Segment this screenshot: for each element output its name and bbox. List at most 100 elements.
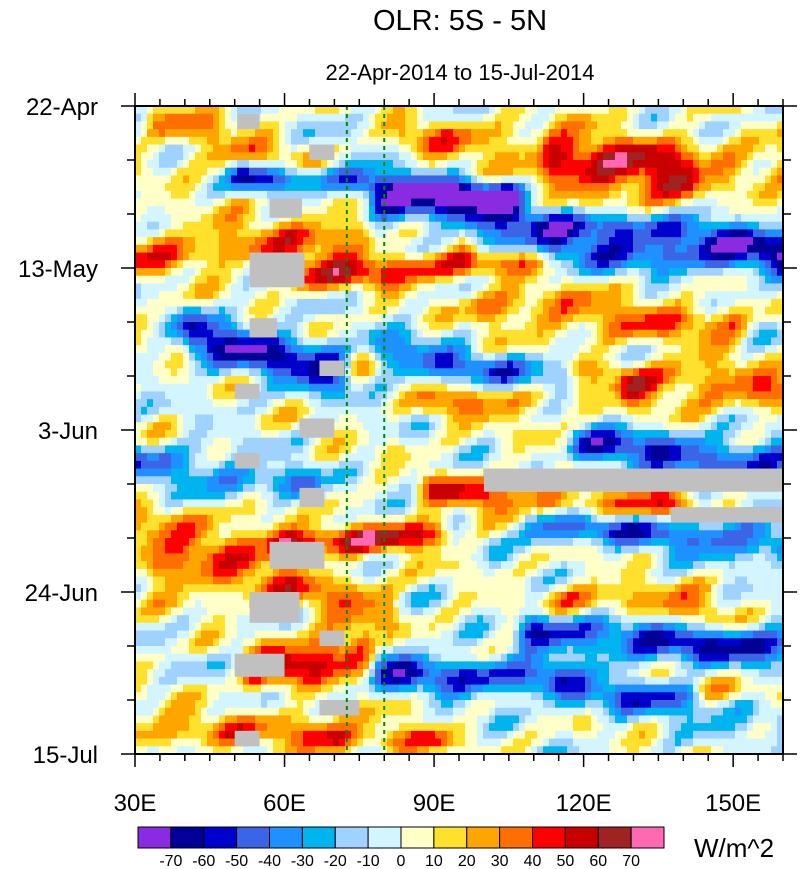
heatmap-cell <box>717 229 724 238</box>
heatmap-cell <box>717 167 724 177</box>
heatmap-cell <box>639 167 646 177</box>
heatmap-cell <box>273 352 280 362</box>
heatmap-cell <box>597 214 604 223</box>
heatmap-cell <box>639 260 646 269</box>
heatmap-cell <box>501 391 508 400</box>
heatmap-cell <box>243 329 250 339</box>
heatmap-cell <box>729 129 736 138</box>
heatmap-cell <box>225 383 232 393</box>
heatmap-cell <box>543 352 550 362</box>
heatmap-cell <box>603 352 610 362</box>
heatmap-cell <box>651 237 658 246</box>
heatmap-cell <box>273 360 280 369</box>
heatmap-cell <box>399 291 406 300</box>
heatmap-cell <box>645 306 652 315</box>
heatmap-cell <box>693 406 700 416</box>
heatmap-cell <box>393 422 400 431</box>
heatmap-cell <box>441 453 448 462</box>
heatmap-cell <box>513 136 520 146</box>
heatmap-cell <box>207 322 214 331</box>
heatmap-cell <box>573 437 580 447</box>
heatmap-cell <box>165 283 172 292</box>
heatmap-cell <box>621 430 628 439</box>
heatmap-cell <box>195 445 202 454</box>
heatmap-cell <box>465 337 472 346</box>
heatmap-cell <box>723 322 730 331</box>
heatmap-cell <box>513 352 520 362</box>
heatmap-cell <box>369 345 376 354</box>
heatmap-cell <box>675 237 682 246</box>
heatmap-cell <box>351 175 358 184</box>
heatmap-cell <box>639 275 646 285</box>
heatmap-cell <box>531 445 538 454</box>
heatmap-cell <box>243 214 250 223</box>
heatmap-cell <box>315 113 322 123</box>
heatmap-cell <box>447 322 454 331</box>
heatmap-cell <box>771 152 778 161</box>
heatmap-cell <box>525 383 532 393</box>
heatmap-cell <box>477 268 484 277</box>
heatmap-cell <box>471 144 478 153</box>
heatmap-cell <box>549 368 556 377</box>
heatmap-cell <box>717 360 724 369</box>
heatmap-cell <box>579 136 586 146</box>
heatmap-cell <box>519 206 526 215</box>
heatmap-cell <box>519 406 526 416</box>
heatmap-cell <box>153 229 160 238</box>
heatmap-cell <box>717 121 724 130</box>
heatmap-cell <box>171 329 178 339</box>
heatmap-cell <box>693 414 700 423</box>
heatmap-cell <box>147 445 154 454</box>
heatmap-cell <box>495 360 502 369</box>
heatmap-cell <box>255 206 262 215</box>
heatmap-cell <box>765 314 772 323</box>
heatmap-cell <box>729 198 736 207</box>
heatmap-cell <box>567 175 574 184</box>
heatmap-cell <box>525 275 532 285</box>
heatmap-cell <box>165 144 172 153</box>
heatmap-cell <box>213 430 220 439</box>
heatmap-cell <box>267 214 274 223</box>
heatmap-cell <box>423 206 430 215</box>
heatmap-cell <box>663 430 670 439</box>
heatmap-cell <box>603 399 610 408</box>
heatmap-cell <box>387 268 394 277</box>
heatmap-cell <box>219 345 226 354</box>
heatmap-cell <box>351 275 358 285</box>
heatmap-cell <box>231 368 238 377</box>
heatmap-cell <box>345 175 352 184</box>
heatmap-cell <box>699 268 706 277</box>
heatmap-cell <box>501 437 508 447</box>
heatmap-cell <box>459 414 466 423</box>
heatmap-cell <box>699 383 706 393</box>
heatmap-cell <box>339 430 346 439</box>
heatmap-cell <box>765 368 772 377</box>
heatmap-cell <box>729 214 736 223</box>
heatmap-cell <box>387 322 394 331</box>
heatmap-cell <box>141 406 148 416</box>
heatmap-cell <box>171 206 178 215</box>
heatmap-cell <box>591 298 598 308</box>
heatmap-cell <box>519 221 526 231</box>
heatmap-cell <box>273 383 280 393</box>
heatmap-cell <box>261 183 268 192</box>
heatmap-cell <box>159 360 166 369</box>
heatmap-cell <box>561 430 568 439</box>
heatmap-cell <box>411 329 418 339</box>
heatmap-cell <box>579 260 586 269</box>
heatmap-cell <box>267 391 274 400</box>
heatmap-cell <box>723 352 730 362</box>
heatmap-cell <box>735 291 742 300</box>
heatmap-cell <box>153 306 160 315</box>
heatmap-cell <box>267 167 274 177</box>
heatmap-cell <box>333 160 340 169</box>
heatmap-cell <box>771 183 778 192</box>
heatmap-cell <box>657 206 664 215</box>
heatmap-cell <box>225 244 232 254</box>
heatmap-cell <box>549 337 556 346</box>
heatmap-cell <box>183 136 190 146</box>
heatmap-cell <box>375 352 382 362</box>
heatmap-cell <box>723 283 730 292</box>
heatmap-cell <box>423 152 430 161</box>
heatmap-cell <box>405 106 412 115</box>
